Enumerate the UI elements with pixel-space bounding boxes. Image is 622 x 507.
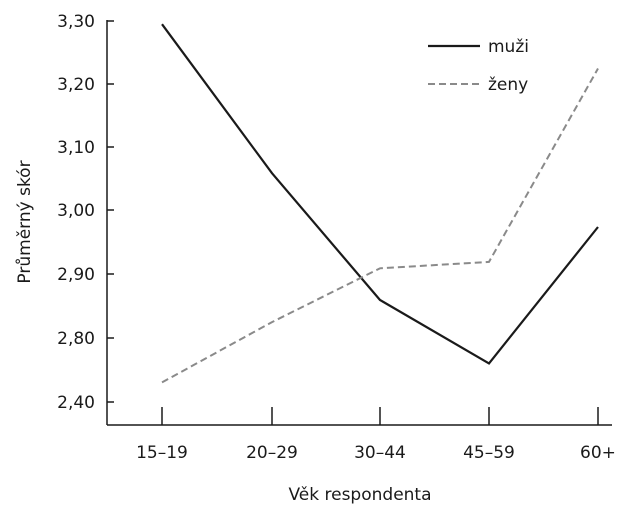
series-line-muzi xyxy=(161,23,599,365)
legend: muži ženy xyxy=(428,37,529,95)
y-tick-label: 2,40 xyxy=(57,393,95,413)
y-tick-label: 3,20 xyxy=(57,75,95,95)
series-line-zeny xyxy=(161,68,599,384)
y-tick-label: 3,30 xyxy=(57,12,95,32)
x-tick-label: 30–44 xyxy=(354,443,406,463)
x-tick-label: 45–59 xyxy=(463,443,515,463)
series-layer xyxy=(161,23,599,384)
y-tick-label: 3,00 xyxy=(57,201,95,221)
x-tick-label: 15–19 xyxy=(136,443,188,463)
y-axis-ticks: 2,40 2,80 2,90 3,00 3,10 3,20 3,30 xyxy=(57,12,114,413)
legend-label: ženy xyxy=(488,75,528,95)
y-tick-label: 2,80 xyxy=(57,329,95,349)
y-axis-title: Průměrný skór xyxy=(15,160,35,283)
x-axis-ticks: 15–19 20–29 30–44 45–59 60+ xyxy=(136,407,616,463)
legend-label: muži xyxy=(488,37,529,57)
x-axis-title: Věk respondenta xyxy=(288,485,431,505)
x-tick-label: 20–29 xyxy=(246,443,298,463)
x-tick-label: 60+ xyxy=(580,443,616,463)
y-tick-label: 2,90 xyxy=(57,265,95,285)
y-tick-label: 3,10 xyxy=(57,138,95,158)
